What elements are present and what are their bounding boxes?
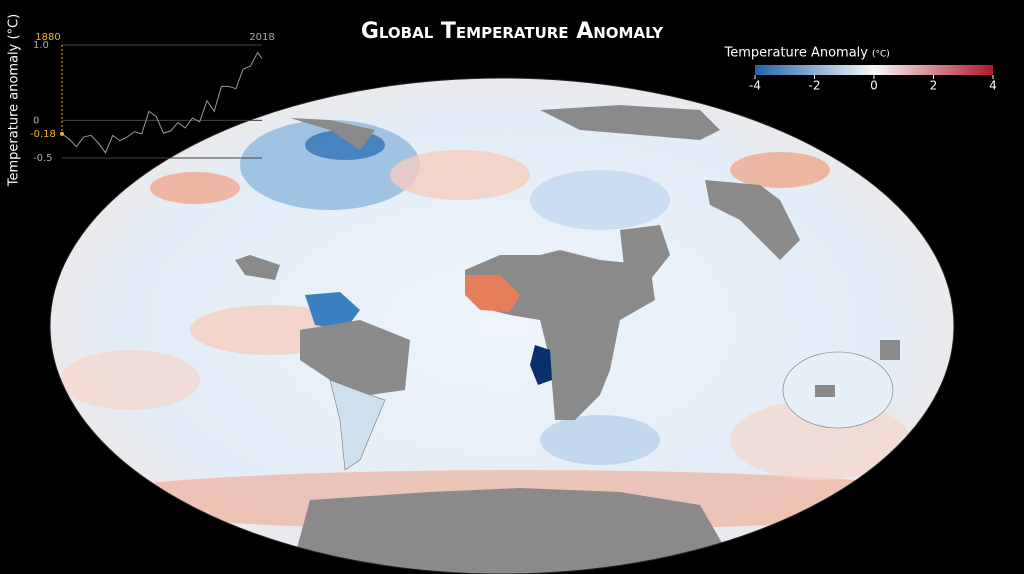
current-value-label: -0.18	[30, 129, 56, 140]
y-axis-label: Temperature anomaly (°C)	[7, 14, 22, 187]
current-point	[60, 131, 64, 136]
map-border	[49, 77, 955, 574]
colorbar-unit: (°C)	[872, 50, 890, 60]
y-tick-label: 0	[33, 115, 39, 126]
current-year-label: 1880	[35, 32, 60, 43]
inset-chart: Temperature anomaly (°C) 1.0 0 -0.5 2018 1880…	[7, 14, 275, 187]
y-tick-label: 1.0	[33, 40, 49, 51]
colorbar-tick-label: 0	[870, 79, 878, 93]
y-tick-label: -0.5	[33, 153, 53, 164]
colorbar-tick-label: 4	[989, 79, 997, 93]
colorbar: -4 -2 0 2 4	[749, 65, 997, 93]
map	[50, 78, 954, 574]
colorbar-tick-label: -2	[809, 79, 821, 93]
colorbar-bar	[755, 65, 993, 75]
title: Global Temperature Anomaly	[361, 19, 664, 44]
colorbar-tick-label: -4	[749, 79, 761, 93]
colorbar-tick-label: 2	[930, 79, 938, 93]
line	[61, 51, 263, 154]
x-end-label: 2018	[249, 32, 274, 43]
colorbar-label: Temperature Anomaly	[723, 46, 868, 61]
